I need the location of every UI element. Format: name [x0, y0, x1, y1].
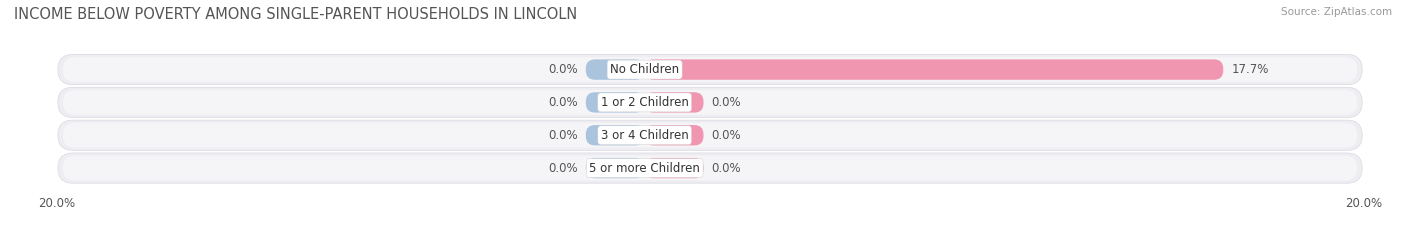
- Text: 0.0%: 0.0%: [548, 96, 578, 109]
- FancyBboxPatch shape: [586, 59, 644, 80]
- Text: Source: ZipAtlas.com: Source: ZipAtlas.com: [1281, 7, 1392, 17]
- Text: No Children: No Children: [610, 63, 679, 76]
- FancyBboxPatch shape: [63, 90, 1357, 115]
- Text: INCOME BELOW POVERTY AMONG SINGLE-PARENT HOUSEHOLDS IN LINCOLN: INCOME BELOW POVERTY AMONG SINGLE-PARENT…: [14, 7, 578, 22]
- Text: 1 or 2 Children: 1 or 2 Children: [600, 96, 689, 109]
- FancyBboxPatch shape: [63, 123, 1357, 148]
- FancyBboxPatch shape: [586, 158, 644, 178]
- FancyBboxPatch shape: [63, 57, 1357, 82]
- FancyBboxPatch shape: [644, 59, 1223, 80]
- Text: 0.0%: 0.0%: [711, 129, 741, 142]
- FancyBboxPatch shape: [644, 125, 703, 145]
- FancyBboxPatch shape: [58, 153, 1362, 183]
- Text: 17.7%: 17.7%: [1232, 63, 1268, 76]
- FancyBboxPatch shape: [586, 92, 644, 113]
- FancyBboxPatch shape: [58, 55, 1362, 85]
- FancyBboxPatch shape: [58, 120, 1362, 150]
- Text: 0.0%: 0.0%: [711, 96, 741, 109]
- FancyBboxPatch shape: [63, 156, 1357, 181]
- FancyBboxPatch shape: [644, 158, 703, 178]
- Text: 0.0%: 0.0%: [548, 161, 578, 175]
- Text: 0.0%: 0.0%: [548, 63, 578, 76]
- Text: 3 or 4 Children: 3 or 4 Children: [600, 129, 689, 142]
- Text: 0.0%: 0.0%: [548, 129, 578, 142]
- FancyBboxPatch shape: [586, 125, 644, 145]
- Text: 5 or more Children: 5 or more Children: [589, 161, 700, 175]
- FancyBboxPatch shape: [644, 92, 703, 113]
- Text: 0.0%: 0.0%: [711, 161, 741, 175]
- FancyBboxPatch shape: [58, 87, 1362, 117]
